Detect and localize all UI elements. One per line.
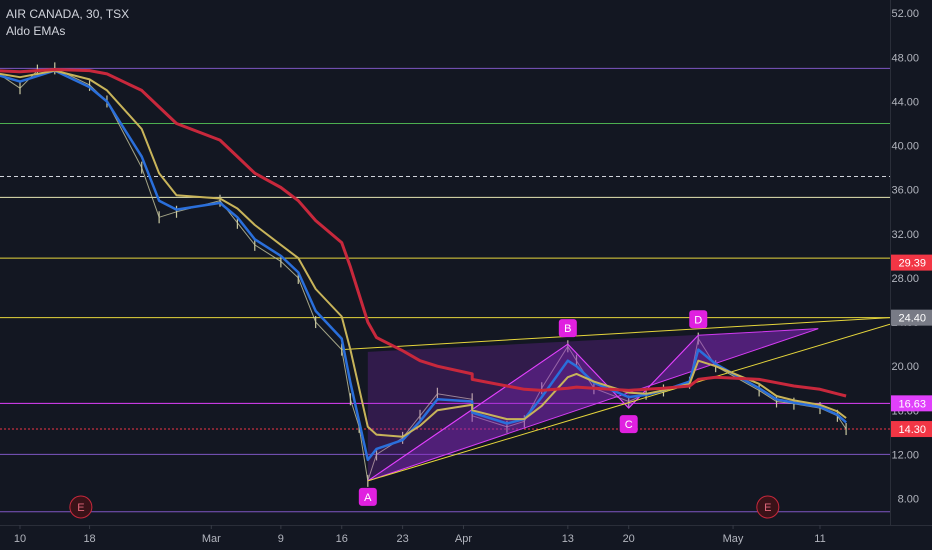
ema-lines bbox=[0, 68, 847, 462]
x-tick-label: Mar bbox=[202, 533, 221, 545]
x-tick-label: Apr bbox=[455, 533, 472, 545]
pattern-point-label: A bbox=[364, 492, 372, 504]
earnings-label: E bbox=[764, 502, 771, 514]
price-axis: 8.0012.0016.0020.0024.0028.0032.0036.004… bbox=[891, 8, 932, 506]
pattern-leg-ab bbox=[367, 343, 569, 482]
price-label-badge: 29.39 bbox=[891, 254, 932, 271]
price-label-bg bbox=[891, 254, 932, 271]
x-tick-label: 20 bbox=[623, 533, 635, 545]
earnings-label: E bbox=[77, 502, 84, 514]
y-tick-label: 8.00 bbox=[898, 494, 919, 506]
price-label-text: 14.30 bbox=[898, 424, 926, 436]
y-tick-label: 32.00 bbox=[891, 229, 919, 241]
pattern-leg-bc bbox=[567, 343, 630, 409]
pattern-point-d: D bbox=[689, 310, 708, 329]
price-label-bg bbox=[891, 421, 932, 438]
x-tick-label: 16 bbox=[336, 533, 348, 545]
x-tick-label: 9 bbox=[278, 533, 284, 545]
ema-line-3 bbox=[0, 68, 847, 398]
earnings-marker-0: E bbox=[69, 495, 93, 519]
y-tick-label: 12.00 bbox=[891, 449, 919, 461]
price-label-text: 29.39 bbox=[898, 258, 926, 270]
x-tick-label: 11 bbox=[814, 533, 825, 545]
upper-trendline bbox=[341, 317, 891, 351]
y-tick-label: 40.00 bbox=[891, 141, 919, 153]
price-label-bg bbox=[891, 309, 932, 326]
ema-line-2 bbox=[0, 69, 847, 438]
pattern-markers: A B C D E E bbox=[69, 310, 780, 519]
pattern-point-b: B bbox=[558, 319, 577, 338]
x-tick-label: 13 bbox=[562, 533, 574, 545]
pattern-point-label: D bbox=[694, 314, 702, 326]
pattern-point-box bbox=[358, 487, 377, 506]
time-axis: 1018Mar91623Apr1320May112 bbox=[14, 525, 826, 545]
price-label-badge: 24.40 bbox=[891, 309, 932, 326]
pattern-point-label: C bbox=[625, 419, 633, 431]
x-tick-label: 23 bbox=[396, 533, 408, 545]
price-label-badge: 14.30 bbox=[891, 421, 932, 438]
earnings-circle bbox=[756, 495, 780, 519]
y-tick-label: 28.00 bbox=[891, 273, 919, 285]
chart-title: AIR CANADA, 30, TSX bbox=[6, 7, 130, 21]
pattern-point-box bbox=[619, 415, 638, 434]
pattern-point-a: A bbox=[358, 487, 377, 506]
x-tick-label: 18 bbox=[83, 533, 95, 545]
ema-line-1 bbox=[0, 69, 847, 462]
price-label-text: 24.40 bbox=[898, 313, 926, 325]
earnings-circle bbox=[69, 495, 93, 519]
price-label-badge: 16.63 bbox=[891, 395, 932, 412]
y-tick-label: 20.00 bbox=[891, 361, 919, 373]
pattern-point-label: B bbox=[564, 323, 571, 335]
y-tick-label: 52.00 bbox=[891, 8, 919, 20]
y-tick-label: 44.00 bbox=[891, 96, 919, 108]
y-tick-label: 48.00 bbox=[891, 52, 919, 64]
earnings-marker-1: E bbox=[756, 495, 780, 519]
pattern-point-box bbox=[558, 319, 577, 338]
x-tick-label: May bbox=[723, 533, 744, 545]
pattern-fill-upper bbox=[367, 328, 819, 481]
pattern-point-c: C bbox=[619, 415, 638, 434]
price-label-text: 16.63 bbox=[898, 398, 926, 410]
abcd-pattern bbox=[341, 317, 891, 482]
pattern-point-box bbox=[689, 310, 708, 329]
price-label-bg bbox=[891, 395, 932, 412]
lower-trendline bbox=[367, 323, 891, 482]
x-tick-label: 10 bbox=[14, 533, 26, 545]
indicator-label: Aldo EMAs bbox=[6, 24, 66, 38]
y-tick-label: 36.00 bbox=[891, 185, 919, 197]
